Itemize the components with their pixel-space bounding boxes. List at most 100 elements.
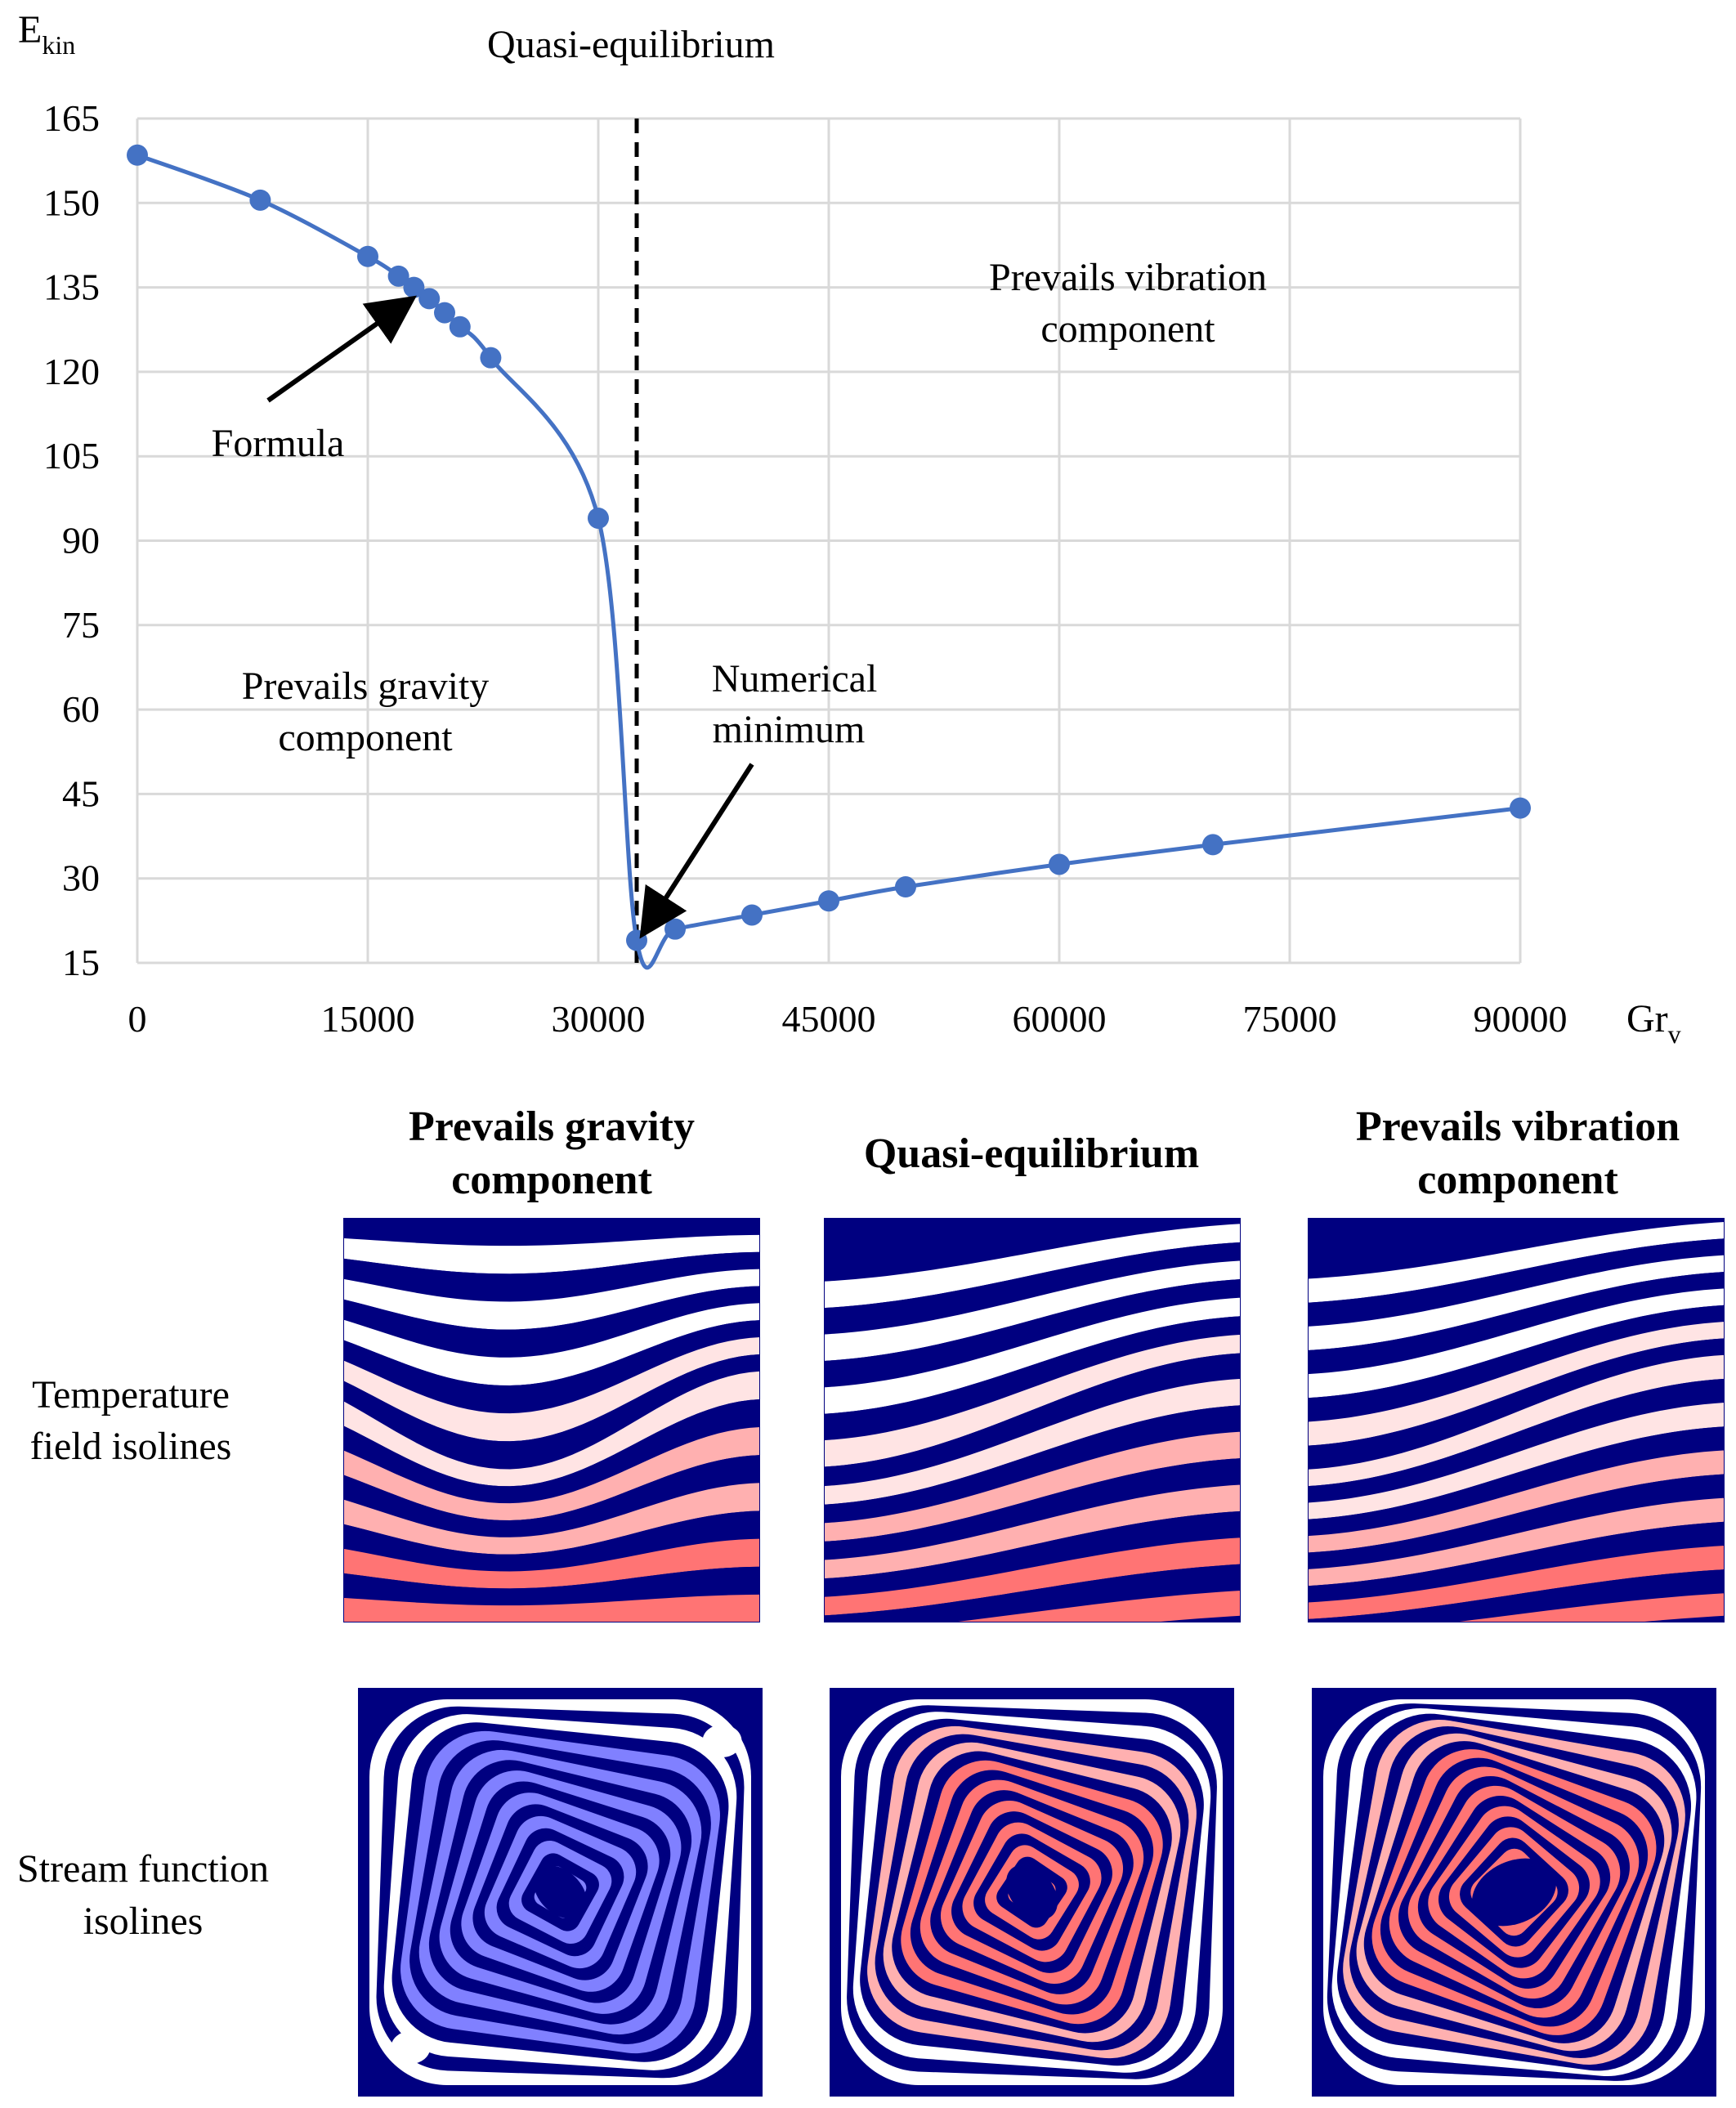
temp-band xyxy=(824,1260,1241,1361)
data-point-3 xyxy=(387,265,409,287)
quasi-equilibrium-label: Quasi-equilibrium xyxy=(487,23,775,66)
row-label-stream-line2: isolines xyxy=(83,1900,204,1943)
temp-band xyxy=(343,1511,760,1572)
header-vibration-line2: component xyxy=(1417,1157,1618,1203)
temp-band xyxy=(824,1218,1241,1282)
y-tick-label: 165 xyxy=(43,97,100,139)
data-point-12 xyxy=(741,904,763,926)
y-tick-label: 75 xyxy=(62,604,100,646)
x-tick-label: 45000 xyxy=(782,998,876,1040)
data-point-5 xyxy=(418,288,441,310)
prevails-gravity-label-line2: component xyxy=(278,716,453,759)
temp-band xyxy=(824,1334,1241,1467)
temp-band xyxy=(824,1405,1241,1524)
y-tick-label: 120 xyxy=(43,351,100,392)
temperature-panel-quasi xyxy=(824,1218,1241,1622)
temp-band xyxy=(343,1286,760,1358)
row-label-temperature-line2: field isolines xyxy=(30,1425,232,1468)
x-tick-label: 15000 xyxy=(321,998,415,1040)
x-tick-label: 30000 xyxy=(552,998,646,1040)
temp-band xyxy=(824,1537,1241,1616)
temp-band xyxy=(824,1279,1241,1388)
temp-band xyxy=(1308,1218,1725,1279)
stream-corner-vortex xyxy=(702,1725,742,1757)
data-point-1 xyxy=(249,189,271,211)
temp-band xyxy=(1308,1450,1725,1553)
numerical-minimum-label-line2: minimum xyxy=(713,708,866,751)
temp-band xyxy=(343,1483,760,1555)
temp-band xyxy=(824,1458,1241,1560)
temp-band xyxy=(824,1316,1241,1441)
y-tick-label: 150 xyxy=(43,181,100,223)
y-tick-label: 30 xyxy=(62,857,100,899)
data-point-10 xyxy=(626,929,647,951)
formula-arrow xyxy=(266,295,417,403)
temp-band xyxy=(343,1303,760,1385)
prevails-vibration-label-line1: Prevails vibration xyxy=(989,256,1267,299)
temp-band xyxy=(824,1484,1241,1579)
temp-band xyxy=(343,1354,760,1470)
temp-band xyxy=(343,1320,760,1414)
temp-band xyxy=(1308,1497,1725,1587)
data-point-0 xyxy=(127,144,148,166)
temp-band xyxy=(824,1242,1241,1335)
temp-band xyxy=(1308,1338,1725,1470)
temp-band xyxy=(1308,1545,1725,1619)
temp-band xyxy=(1308,1474,1725,1569)
chart-grid xyxy=(136,117,1522,964)
x-tick-label: 75000 xyxy=(1243,998,1337,1040)
column-headers: Prevails gravity component Quasi-equilib… xyxy=(409,1103,1680,1203)
data-point-11 xyxy=(664,918,686,940)
temp-band xyxy=(824,1297,1241,1414)
row-label-temperature-line1: Temperature xyxy=(32,1373,230,1417)
stream-core xyxy=(1005,1864,1058,1920)
temp-band xyxy=(1308,1238,1725,1327)
y-tick-label: 135 xyxy=(43,266,100,308)
x-axis-ticks: 0 15000 30000 45000 60000 75000 90000 xyxy=(128,998,1568,1040)
temp-band xyxy=(824,1378,1241,1505)
x-tick-label: 0 xyxy=(128,998,147,1040)
prevails-vibration-label-line2: component xyxy=(1040,307,1215,351)
chart: 15 30 45 60 75 90 105 120 135 150 165 0 15000 30000 4… xyxy=(18,8,1681,1049)
temp-band xyxy=(343,1427,760,1520)
header-quasi: Quasi-equilibrium xyxy=(864,1130,1199,1177)
stream-panel-gravity xyxy=(358,1688,763,2097)
temperature-panel-vibration xyxy=(1308,1218,1725,1622)
temp-band xyxy=(343,1399,760,1504)
y-axis-ticks: 15 30 45 60 75 90 105 120 135 150 165 xyxy=(43,97,100,983)
header-vibration-line1: Prevails vibration xyxy=(1356,1103,1680,1150)
stream-panel-vibration xyxy=(1312,1688,1716,2097)
temp-band xyxy=(824,1353,1241,1487)
prevails-gravity-label-line1: Prevails gravity xyxy=(242,665,490,708)
temp-band xyxy=(1308,1255,1725,1350)
temp-band xyxy=(343,1251,760,1302)
temp-band xyxy=(1308,1305,1725,1422)
temp-band xyxy=(1308,1272,1725,1375)
y-tick-label: 45 xyxy=(62,772,100,814)
row-labels: Temperature field isolines Stream functi… xyxy=(17,1373,269,1943)
data-point-6 xyxy=(434,302,455,324)
numerical-minimum-arrow xyxy=(639,763,754,939)
temp-band xyxy=(1308,1354,1725,1487)
temp-band xyxy=(343,1234,760,1274)
y-tick-label: 15 xyxy=(62,942,100,983)
header-gravity-line2: component xyxy=(451,1157,652,1203)
y-tick-label: 60 xyxy=(62,688,100,730)
temp-band xyxy=(824,1564,1241,1622)
temp-band xyxy=(343,1371,760,1487)
data-point-17 xyxy=(1510,797,1531,819)
y-tick-label: 90 xyxy=(62,520,100,562)
x-tick-label: 90000 xyxy=(1474,998,1568,1040)
data-point-16 xyxy=(1202,834,1224,856)
x-tick-label: 60000 xyxy=(1013,998,1107,1040)
temp-band xyxy=(1308,1403,1725,1519)
temp-band xyxy=(1308,1288,1725,1399)
row-label-stream-line1: Stream function xyxy=(17,1847,269,1891)
temp-band xyxy=(824,1511,1241,1597)
temp-band xyxy=(1308,1521,1725,1603)
temp-band xyxy=(1308,1378,1725,1503)
temp-band xyxy=(343,1566,760,1606)
data-point-7 xyxy=(449,316,471,338)
temp-band xyxy=(1308,1569,1725,1622)
data-point-15 xyxy=(1049,853,1070,875)
